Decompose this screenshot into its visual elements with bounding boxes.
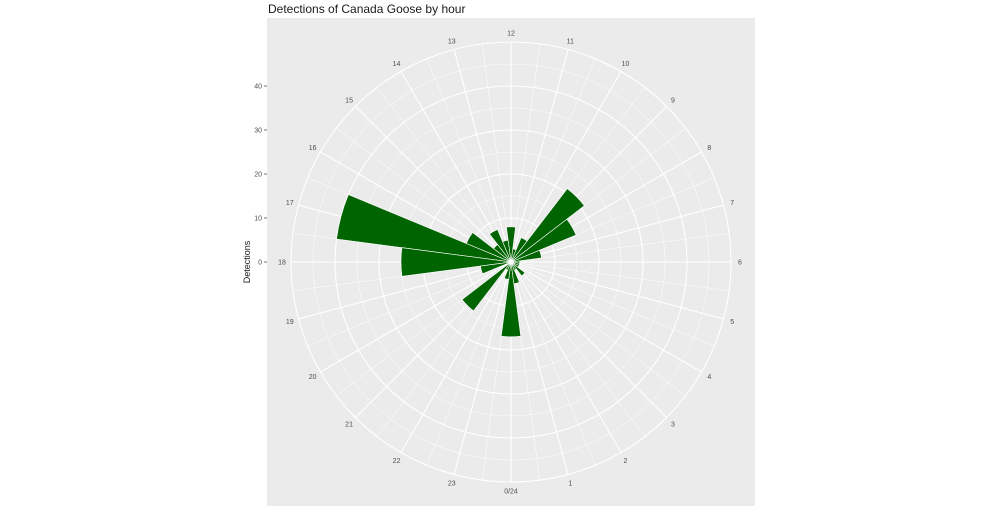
y-axis: 0 10 20 30 40 — [254, 84, 267, 267]
minor-radial-line — [510, 233, 730, 263]
bar-hour-19 — [480, 261, 512, 275]
y-tick-label: 40 — [254, 84, 262, 91]
bar-hour-23 — [503, 261, 512, 280]
hour-label: 12 — [507, 31, 515, 38]
bar-hour-17 — [336, 194, 512, 263]
hour-label: 3 — [671, 421, 675, 428]
hour-label: 18 — [278, 260, 286, 267]
hour-label: 15 — [345, 98, 353, 105]
hour-label: 10 — [622, 61, 630, 68]
major-radial-line — [510, 71, 622, 263]
minor-radial-line — [510, 261, 730, 291]
hour-label: 21 — [345, 421, 353, 428]
hour-label: 7 — [730, 200, 734, 207]
hour-label: 1 — [568, 481, 572, 488]
hour-label: 16 — [309, 145, 317, 152]
hour-label: 17 — [286, 200, 294, 207]
major-radial-line — [400, 71, 512, 263]
major-radial-line — [510, 261, 702, 373]
minor-radial-line — [510, 261, 686, 397]
minor-radial-line — [307, 261, 512, 347]
major-radial-line — [510, 261, 667, 418]
bar-hour-9 — [510, 188, 585, 263]
hour-label: 23 — [448, 481, 456, 488]
minor-radial-line — [510, 58, 596, 263]
hour-label: 14 — [393, 61, 401, 68]
bar-hour-21 — [461, 261, 512, 312]
hour-label: 19 — [286, 319, 294, 326]
major-radial-line — [510, 261, 569, 475]
major-radial-line — [453, 261, 512, 475]
minor-radial-line — [426, 261, 512, 466]
hour-label: 13 — [448, 38, 456, 45]
major-radial-line — [510, 49, 569, 263]
major-radial-line — [355, 106, 512, 263]
hour-label: 22 — [393, 458, 401, 465]
hour-label: 4 — [707, 374, 711, 381]
hour-label: 11 — [567, 38, 574, 45]
y-axis-title: Detections — [242, 240, 252, 283]
minor-radial-line — [482, 43, 512, 263]
minor-radial-line — [376, 87, 512, 263]
major-radial-line — [510, 261, 622, 453]
minor-radial-line — [510, 261, 646, 437]
minor-radial-line — [426, 58, 512, 263]
hour-label: 2 — [624, 458, 628, 465]
bar-hour-18 — [400, 247, 512, 277]
hour-labels: 0/24123456789101112131415161718192021222… — [278, 31, 742, 496]
hour-label: 6 — [738, 260, 742, 267]
y-tick-label: 30 — [254, 128, 262, 135]
bar-hour-12 — [506, 226, 516, 263]
major-radial-line — [298, 261, 512, 320]
minor-radial-line — [510, 43, 540, 263]
major-radial-line — [400, 261, 512, 453]
major-radial-line — [510, 261, 724, 320]
bar-hour-0 — [500, 261, 522, 338]
y-tick-label: 10 — [254, 216, 262, 223]
major-radial-line — [320, 261, 512, 373]
bar-hour-10 — [510, 237, 528, 263]
hour-label: 8 — [707, 145, 711, 152]
y-tick-label: 20 — [254, 172, 262, 179]
hour-label: 5 — [730, 319, 734, 326]
hour-label: 9 — [671, 98, 675, 105]
hour-label: 0/24 — [504, 489, 518, 496]
bars — [336, 188, 585, 338]
major-radial-line — [453, 49, 512, 263]
bar-hour-14 — [489, 229, 512, 263]
hour-label: 20 — [309, 374, 317, 381]
bar-hour-3 — [510, 261, 526, 277]
chart-title: Detections of Canada Goose by hour — [268, 2, 466, 16]
major-radial-line — [510, 204, 724, 263]
y-tick-label: 0 — [258, 260, 262, 267]
minor-radial-line — [510, 261, 715, 347]
minor-radial-line — [510, 261, 596, 466]
